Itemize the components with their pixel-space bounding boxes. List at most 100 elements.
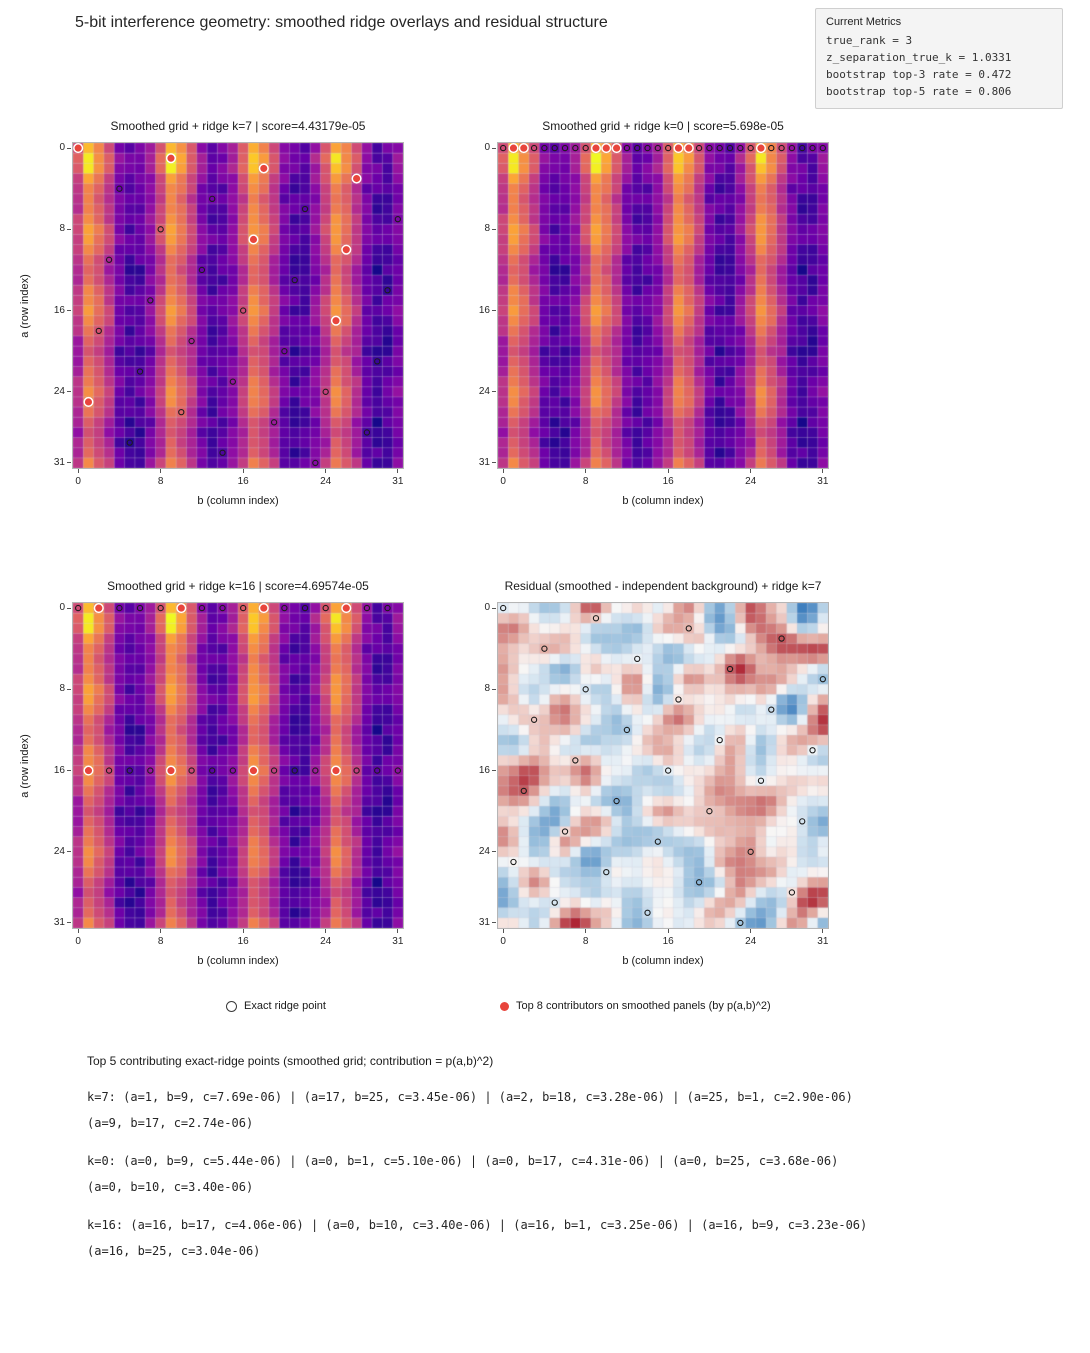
top-contributor-marker xyxy=(341,244,352,255)
exact-ridge-point-marker xyxy=(819,144,826,152)
x-tick-mark xyxy=(160,929,162,933)
top-contributor-marker xyxy=(93,603,104,614)
exact-ridge-point-marker xyxy=(747,144,754,152)
exact-ridge-point-marker xyxy=(561,144,569,152)
x-tick-mark xyxy=(77,469,79,473)
top-contributor-marker xyxy=(673,143,684,154)
markers-overlay xyxy=(500,143,826,154)
y-tick-label: 16 xyxy=(53,764,65,776)
markers-overlay xyxy=(75,603,401,776)
exact-ridge-point-marker xyxy=(219,449,226,456)
y-axis-label: a (row index) xyxy=(19,733,31,798)
x-tick-mark xyxy=(502,929,504,933)
exact-ridge-point-marker xyxy=(240,307,247,314)
exact-ridge-point-marker xyxy=(157,226,164,233)
exact-ridge-point-marker xyxy=(291,276,298,284)
exact-ridge-point-marker xyxy=(685,625,692,632)
y-tick-mark xyxy=(492,851,496,853)
top-contributor-marker xyxy=(165,153,177,164)
x-axis-label: b (column index) xyxy=(197,495,279,507)
y-tick-mark xyxy=(67,391,71,393)
exact-ridge-point-marker xyxy=(613,797,620,805)
y-tick-mark xyxy=(492,147,496,149)
legend-label: Top 8 contributors on smoothed panels (b… xyxy=(516,1000,771,1012)
panel-title: Smoothed grid + ridge k=16 | score=4.695… xyxy=(107,579,369,593)
y-tick-label: 24 xyxy=(478,385,490,397)
exact-ridge-point-marker xyxy=(706,144,713,152)
legend: Exact ridge point Top 8 contributors on … xyxy=(0,996,1090,1016)
exact-ridge-point-marker xyxy=(312,767,319,774)
exact-ridge-point-marker xyxy=(384,287,391,294)
contributors-block: Top 5 contributing exact-ridge points (s… xyxy=(87,1054,1007,1276)
contributor-line: k=16: (a=16, b=17, c=4.06e-06) | (a=0, b… xyxy=(87,1218,868,1232)
exact-ridge-point-marker xyxy=(634,655,641,663)
panel-title: Smoothed grid + ridge k=0 | score=5.698e… xyxy=(542,119,784,133)
top-contributor-marker xyxy=(611,143,622,154)
exact-ridge-point-marker xyxy=(623,726,631,734)
top-contributor-marker xyxy=(73,143,84,154)
y-tick-label: 24 xyxy=(53,385,65,397)
exact-ridge-point-marker xyxy=(198,266,206,274)
metrics-line: true_rank = 3 xyxy=(826,34,913,47)
exact-ridge-point-marker xyxy=(240,604,247,612)
y-tick-mark xyxy=(67,688,71,690)
exact-ridge-point-marker xyxy=(665,144,672,152)
exact-ridge-point-marker xyxy=(374,767,381,774)
y-tick-label: 31 xyxy=(478,456,490,468)
exact-ridge-point-marker xyxy=(768,144,775,152)
exact-ridge-point-marker xyxy=(716,736,723,744)
contributors-header: Top 5 contributing exact-ridge points (s… xyxy=(87,1054,494,1068)
x-tick-label: 8 xyxy=(582,476,589,487)
y-tick-mark xyxy=(492,688,496,690)
y-tick-label: 8 xyxy=(484,223,490,235)
y-tick-mark xyxy=(67,607,71,609)
top-contributor-marker xyxy=(248,765,259,776)
x-tick-label: 24 xyxy=(320,476,332,487)
x-tick-label: 8 xyxy=(157,936,164,947)
exact-ridge-point-marker xyxy=(809,144,816,152)
x-tick-label: 24 xyxy=(320,936,332,947)
y-tick-label: 31 xyxy=(53,916,65,928)
x-tick-label: 31 xyxy=(392,476,404,487)
top-contributor-marker xyxy=(590,143,602,154)
y-tick-mark xyxy=(67,147,71,149)
exact-ridge-point-marker xyxy=(520,787,527,795)
exact-ridge-point-marker xyxy=(530,144,538,152)
top-contributor-marker xyxy=(176,603,187,614)
contributor-group: k=16: (a=16, b=17, c=4.06e-06) | (a=0, b… xyxy=(87,1212,1007,1264)
exact-ridge-point-marker xyxy=(551,899,558,906)
exact-ridge-point-marker xyxy=(116,185,123,192)
y-tick-label: 24 xyxy=(53,845,65,857)
exact-ridge-point-marker xyxy=(301,205,309,213)
exact-ridge-point-marker xyxy=(778,144,785,152)
exact-ridge-point-marker xyxy=(665,767,672,774)
exact-ridge-point-marker xyxy=(281,604,288,612)
exact-ridge-point-marker xyxy=(747,848,754,855)
legend-item-exact-ridge: Exact ridge point xyxy=(226,996,326,1016)
exact-ridge-point-marker xyxy=(541,144,548,152)
exact-ridge-point-marker xyxy=(75,604,82,612)
x-tick-label: 24 xyxy=(745,476,757,487)
exact-ridge-point-marker xyxy=(695,879,703,886)
panel-residual: Residual (smoothed - independent backgro… xyxy=(479,579,829,967)
y-tick-label: 0 xyxy=(484,142,490,154)
heatmap-canvas xyxy=(73,143,403,468)
exact-ridge-point-marker xyxy=(394,216,401,223)
legend-label: Exact ridge point xyxy=(244,1000,326,1012)
x-tick-mark xyxy=(502,469,504,473)
x-axis-label: b (column index) xyxy=(622,955,704,967)
exact-ridge-point-marker xyxy=(768,706,775,713)
x-tick-mark xyxy=(397,929,399,933)
exact-ridge-point-marker xyxy=(757,777,765,784)
exact-ridge-point-marker xyxy=(788,144,796,152)
exact-ridge-point-marker xyxy=(582,686,589,693)
exact-ridge-point-marker xyxy=(644,144,651,152)
panel-smoothed-k16: Smoothed grid + ridge k=16 | score=4.695… xyxy=(19,579,404,967)
exact-ridge-point-marker xyxy=(603,868,610,876)
exact-ridge-point-marker xyxy=(105,767,113,774)
exact-ridge-point-marker xyxy=(126,767,133,774)
y-tick-label: 8 xyxy=(59,683,65,695)
exact-ridge-point-marker xyxy=(654,144,661,152)
y-tick-label: 8 xyxy=(59,223,65,235)
contributor-line: k=0: (a=0, b=9, c=5.44e-06) | (a=0, b=1,… xyxy=(87,1154,839,1168)
